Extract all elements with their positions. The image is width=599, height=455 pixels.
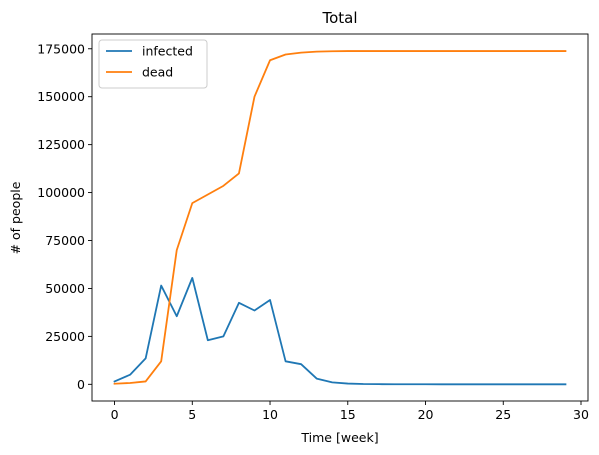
- y-tick-label: 125000: [37, 137, 85, 152]
- y-tick-label: 0: [77, 377, 85, 392]
- legend-label-infected: infected: [142, 44, 193, 59]
- y-axis-ticks: 0 25000 50000 75000 100000 125000 150000 175000: [37, 41, 92, 392]
- legend-label-dead: dead: [142, 65, 173, 80]
- y-tick-label: 25000: [45, 329, 85, 344]
- axes-frame: [91, 33, 589, 402]
- x-axis-label: Time [week]: [300, 430, 378, 445]
- series-line-dead: [113, 50, 567, 385]
- x-tick-label: 20: [418, 407, 434, 422]
- y-tick-label: 150000: [37, 89, 85, 104]
- y-tick-label: 100000: [37, 185, 85, 200]
- legend-box: [98, 39, 208, 89]
- y-axis-label: # of people: [8, 181, 23, 254]
- chart-title: Total: [321, 9, 357, 27]
- x-tick-label: 0: [111, 407, 119, 422]
- x-tick-label: 30: [573, 407, 589, 422]
- legend: infected dead: [98, 39, 208, 89]
- series-line-infected: [113, 276, 567, 386]
- plot-background: [92, 34, 588, 401]
- y-tick-label: 50000: [45, 281, 85, 296]
- x-tick-label: 5: [188, 407, 196, 422]
- x-tick-label: 25: [495, 407, 511, 422]
- x-tick-label: 10: [262, 407, 278, 422]
- y-tick-label: 175000: [37, 41, 85, 56]
- y-tick-label: 75000: [45, 233, 85, 248]
- plot-area: [91, 33, 589, 402]
- x-tick-label: 15: [340, 407, 356, 422]
- x-axis-ticks: 0 5 10 15 20 25 30: [111, 401, 589, 422]
